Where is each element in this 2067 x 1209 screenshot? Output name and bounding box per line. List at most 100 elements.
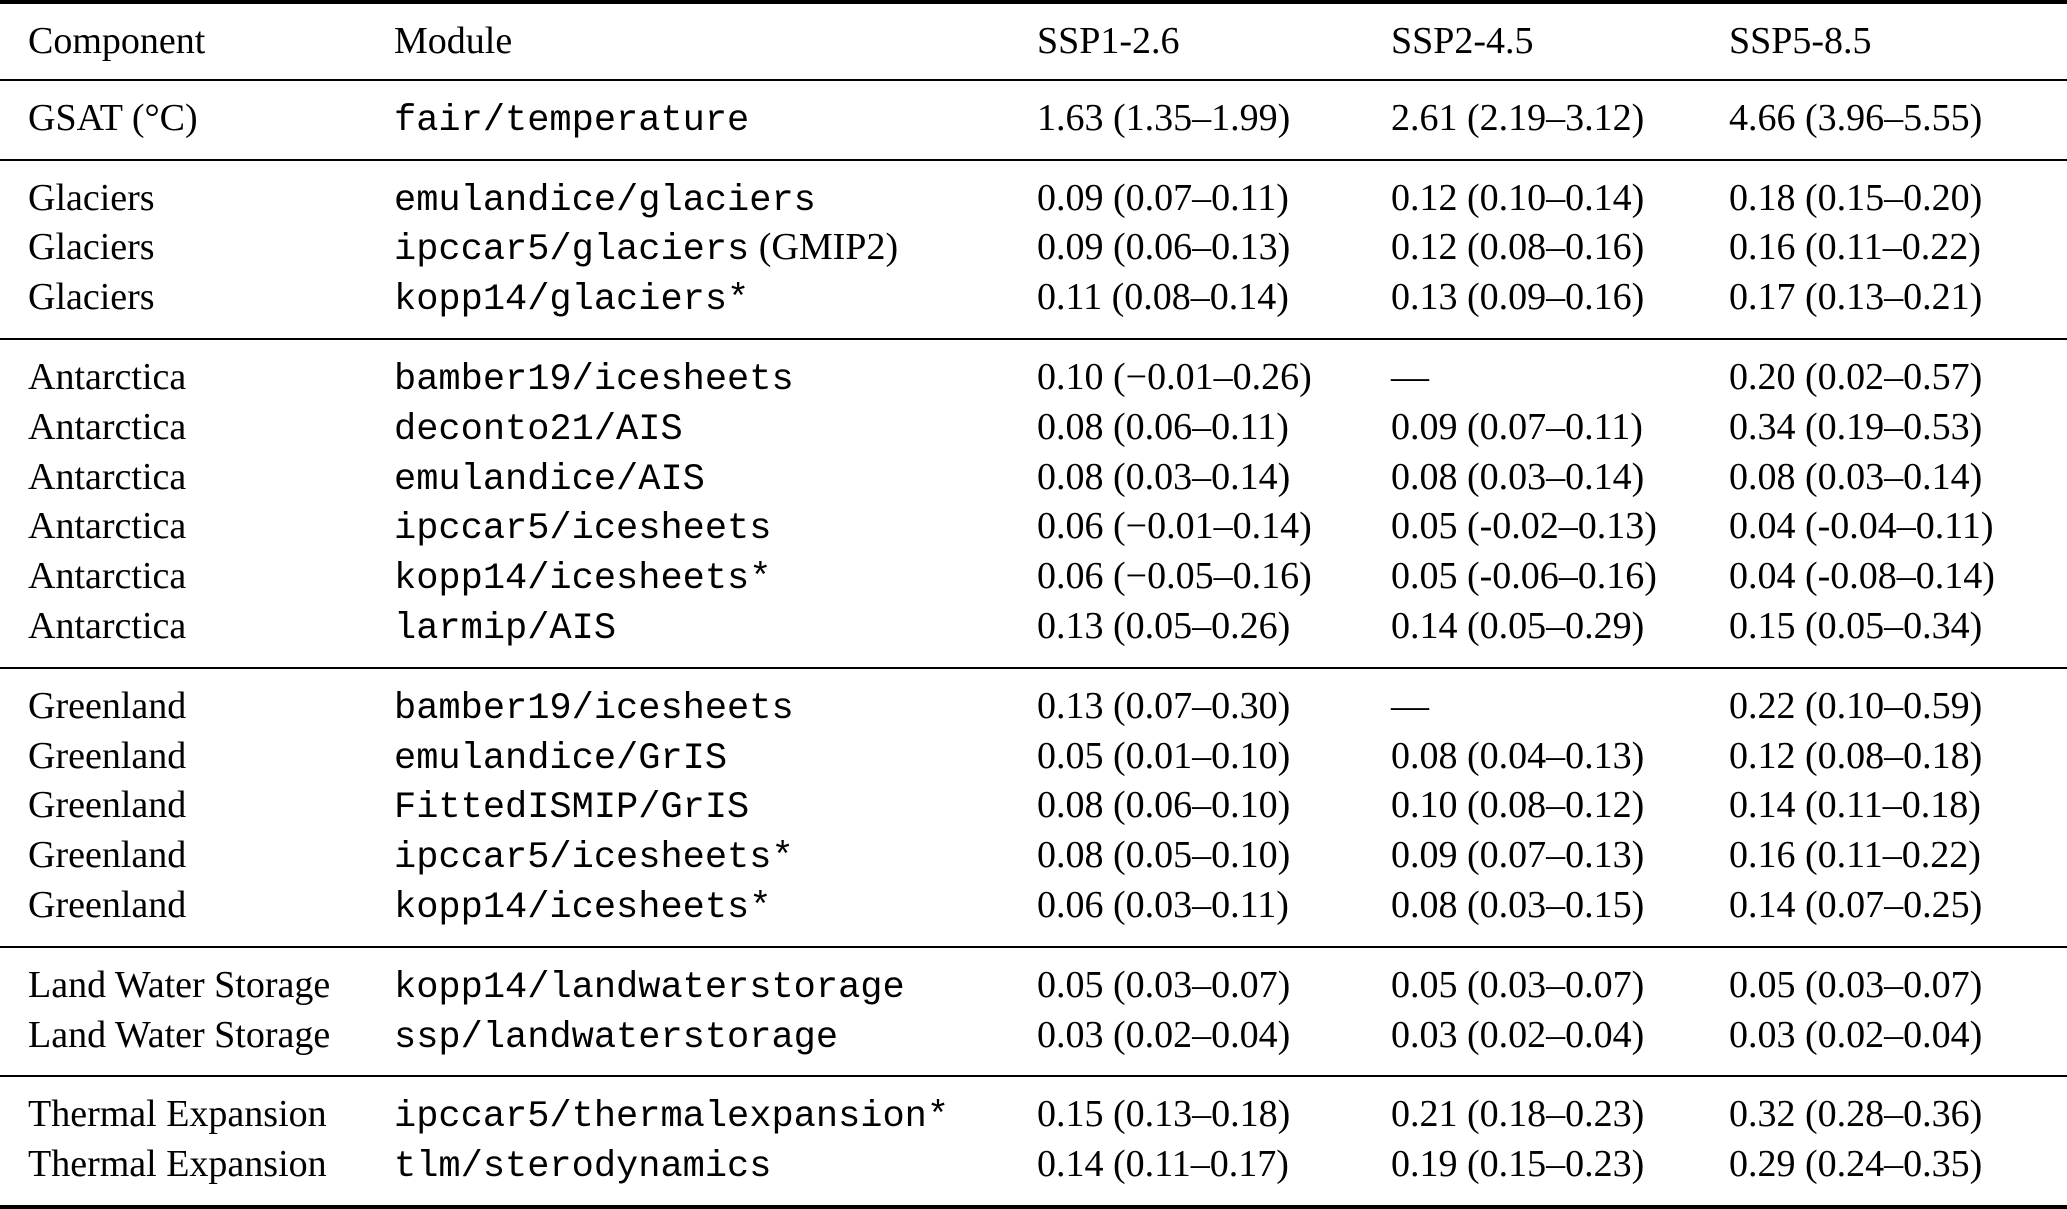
table-row: Thermal Expansion tlm/sterodynamics 0.14 (…	[0, 1141, 2067, 1191]
value-cell-ssp126: 0.13 (0.07–0.30)	[1037, 684, 1291, 727]
value-cell-ssp585: 0.20 (0.02–0.57)	[1729, 355, 1983, 398]
value-cell-ssp245: 0.09 (0.07–0.13)	[1391, 834, 1645, 877]
value-cell-ssp245: 0.05 (-0.06–0.16)	[1391, 555, 1657, 598]
module-code: tlm/sterodynamics	[394, 1146, 772, 1189]
component-cell: Greenland	[28, 834, 187, 877]
module-cell: ipccar5/icesheets	[394, 503, 1037, 553]
component-cell: Thermal Expansion	[28, 1143, 327, 1186]
module-code: ipccar5/icesheets*	[394, 837, 794, 880]
value-cell-ssp126: 0.11 (0.08–0.14)	[1037, 276, 1289, 319]
table-row: Antarctica deconto21/AIS 0.08 (0.06–0.11) 0…	[0, 404, 2067, 454]
module-cell: kopp14/icesheets*	[394, 882, 1037, 932]
value-cell-ssp585: 0.03 (0.02–0.04)	[1729, 1013, 1983, 1056]
value-cell-ssp245: 0.12 (0.08–0.16)	[1391, 226, 1645, 269]
module-code: deconto21/AIS	[394, 408, 683, 451]
value-cell-ssp585: 0.04 (-0.08–0.14)	[1729, 555, 1995, 598]
value-cell-ssp585: 0.18 (0.15–0.20)	[1729, 176, 1983, 219]
header-row: Component Module SSP1-2.6 SSP2-4.5 SSP5-…	[0, 18, 2067, 65]
value-cell-ssp585: 0.08 (0.03–0.14)	[1729, 455, 1983, 498]
module-note: (GMIP2)	[749, 226, 899, 269]
value-cell-ssp245: 0.13 (0.09–0.16)	[1391, 276, 1645, 319]
value-cell-ssp126: 0.08 (0.06–0.10)	[1037, 784, 1291, 827]
module-cell: ipccar5/icesheets*	[394, 832, 1037, 882]
table-row: Thermal Expansion ipccar5/thermalexpansio…	[0, 1091, 2067, 1141]
value-cell-ssp585: 0.32 (0.28–0.36)	[1729, 1093, 1983, 1136]
value-cell-ssp245: —	[1391, 355, 1429, 398]
value-cell-ssp245: 0.12 (0.10–0.14)	[1391, 176, 1645, 219]
value-cell-ssp126: 0.10 (−0.01–0.26)	[1037, 355, 1312, 398]
value-cell-ssp585: 0.14 (0.11–0.18)	[1729, 784, 1981, 827]
table-row: Greenland FittedISMIP/GrIS 0.08 (0.06–0.10…	[0, 782, 2067, 832]
module-code: ipccar5/icesheets	[394, 508, 772, 551]
value-cell-ssp585: 0.05 (0.03–0.07)	[1729, 963, 1983, 1006]
module-code: kopp14/icesheets*	[394, 886, 772, 929]
value-cell-ssp126: 1.63 (1.35–1.99)	[1037, 96, 1291, 139]
table-row: Greenland kopp14/icesheets* 0.06 (0.03–0.1…	[0, 882, 2067, 932]
component-cell: Land Water Storage	[28, 1013, 331, 1056]
value-cell-ssp585: 0.12 (0.08–0.18)	[1729, 734, 1983, 777]
module-cell: bamber19/icesheets	[394, 683, 1037, 733]
value-cell-ssp126: 0.09 (0.07–0.11)	[1037, 176, 1289, 219]
module-cell: ssp/landwaterstorage	[394, 1012, 1037, 1062]
table-row: Antarctica bamber19/icesheets 0.10 (−0.01–…	[0, 354, 2067, 404]
table-row: Greenland ipccar5/icesheets* 0.08 (0.05–0.…	[0, 832, 2067, 882]
module-code: larmip/AIS	[394, 607, 617, 650]
module-code: kopp14/landwaterstorage	[394, 966, 905, 1009]
column-header-ssp245: SSP2-4.5	[1391, 20, 1534, 62]
module-code: bamber19/icesheets	[394, 687, 794, 730]
value-cell-ssp245: 0.05 (0.03–0.07)	[1391, 963, 1645, 1006]
component-cell: Greenland	[28, 684, 187, 727]
component-cell: Greenland	[28, 734, 187, 777]
column-header-ssp126: SSP1-2.6	[1037, 20, 1180, 62]
value-cell-ssp126: 0.05 (0.03–0.07)	[1037, 963, 1291, 1006]
component-cell: Glaciers	[28, 176, 155, 219]
table-row: Antarctica ipccar5/icesheets 0.06 (−0.01–0…	[0, 503, 2067, 553]
table-row: Antarctica emulandice/AIS 0.08 (0.03–0.14)…	[0, 454, 2067, 504]
module-code: ipccar5/thermalexpansion*	[394, 1096, 950, 1139]
module-cell: ipccar5/glaciers (GMIP2)	[394, 224, 1037, 274]
value-cell-ssp245: 0.14 (0.05–0.29)	[1391, 604, 1645, 647]
column-header-component: Component	[28, 20, 206, 62]
table-row: Glaciers ipccar5/glaciers (GMIP2) 0.09 (0.…	[0, 224, 2067, 274]
value-cell-ssp585: 0.17 (0.13–0.21)	[1729, 276, 1983, 319]
table-section-greenland: Greenland bamber19/icesheets 0.13 (0.07–0.…	[0, 669, 2067, 948]
table-body: GSAT (°C) fair/temperature 1.63 (1.35–1.99…	[0, 81, 2067, 1205]
value-cell-ssp245: 0.09 (0.07–0.11)	[1391, 405, 1643, 448]
table-row: Antarctica kopp14/icesheets* 0.06 (−0.05–0…	[0, 553, 2067, 603]
value-cell-ssp245: 0.05 (-0.02–0.13)	[1391, 505, 1657, 548]
module-cell: fair/temperature	[394, 95, 1037, 145]
value-cell-ssp585: 0.16 (0.11–0.22)	[1729, 834, 1981, 877]
value-cell-ssp585: 0.04 (-0.04–0.11)	[1729, 505, 1994, 548]
table-row: Greenland emulandice/GrIS 0.05 (0.01–0.10)…	[0, 733, 2067, 783]
module-code: kopp14/glaciers*	[394, 279, 750, 322]
table-row: Glaciers kopp14/glaciers* 0.11 (0.08–0.14)…	[0, 274, 2067, 324]
component-cell: Land Water Storage	[28, 963, 331, 1006]
column-header-module: Module	[394, 20, 513, 62]
module-code: FittedISMIP/GrIS	[394, 787, 750, 830]
value-cell-ssp245: 0.10 (0.08–0.12)	[1391, 784, 1645, 827]
value-cell-ssp126: 0.08 (0.05–0.10)	[1037, 834, 1291, 877]
value-cell-ssp245: 0.08 (0.03–0.14)	[1391, 455, 1645, 498]
value-cell-ssp585: 4.66 (3.96–5.55)	[1729, 96, 1983, 139]
value-cell-ssp126: 0.06 (0.03–0.11)	[1037, 883, 1289, 926]
table-header: Component Module SSP1-2.6 SSP2-4.5 SSP5-…	[0, 4, 2067, 81]
value-cell-ssp126: 0.08 (0.06–0.11)	[1037, 405, 1289, 448]
component-cell: GSAT (°C)	[28, 96, 198, 139]
value-cell-ssp126: 0.13 (0.05–0.26)	[1037, 604, 1291, 647]
value-cell-ssp126: 0.06 (−0.05–0.16)	[1037, 555, 1312, 598]
module-cell: kopp14/landwaterstorage	[394, 962, 1037, 1012]
component-cell: Thermal Expansion	[28, 1093, 327, 1136]
table-row: GSAT (°C) fair/temperature 1.63 (1.35–1.99…	[0, 95, 2067, 145]
value-cell-ssp245: 2.61 (2.19–3.12)	[1391, 96, 1645, 139]
module-cell: kopp14/icesheets*	[394, 553, 1037, 603]
module-cell: kopp14/glaciers*	[394, 274, 1037, 324]
value-cell-ssp245: 0.08 (0.04–0.13)	[1391, 734, 1645, 777]
component-cell: Antarctica	[28, 604, 187, 647]
table-section-land-water-storage: Land Water Storage kopp14/landwaterstorag…	[0, 948, 2067, 1078]
table-section-thermal-expansion: Thermal Expansion ipccar5/thermalexpansio…	[0, 1077, 2067, 1205]
module-cell: emulandice/glaciers	[394, 175, 1037, 225]
value-cell-ssp245: 0.03 (0.02–0.04)	[1391, 1013, 1645, 1056]
component-cell: Greenland	[28, 784, 187, 827]
module-cell: bamber19/icesheets	[394, 354, 1037, 404]
